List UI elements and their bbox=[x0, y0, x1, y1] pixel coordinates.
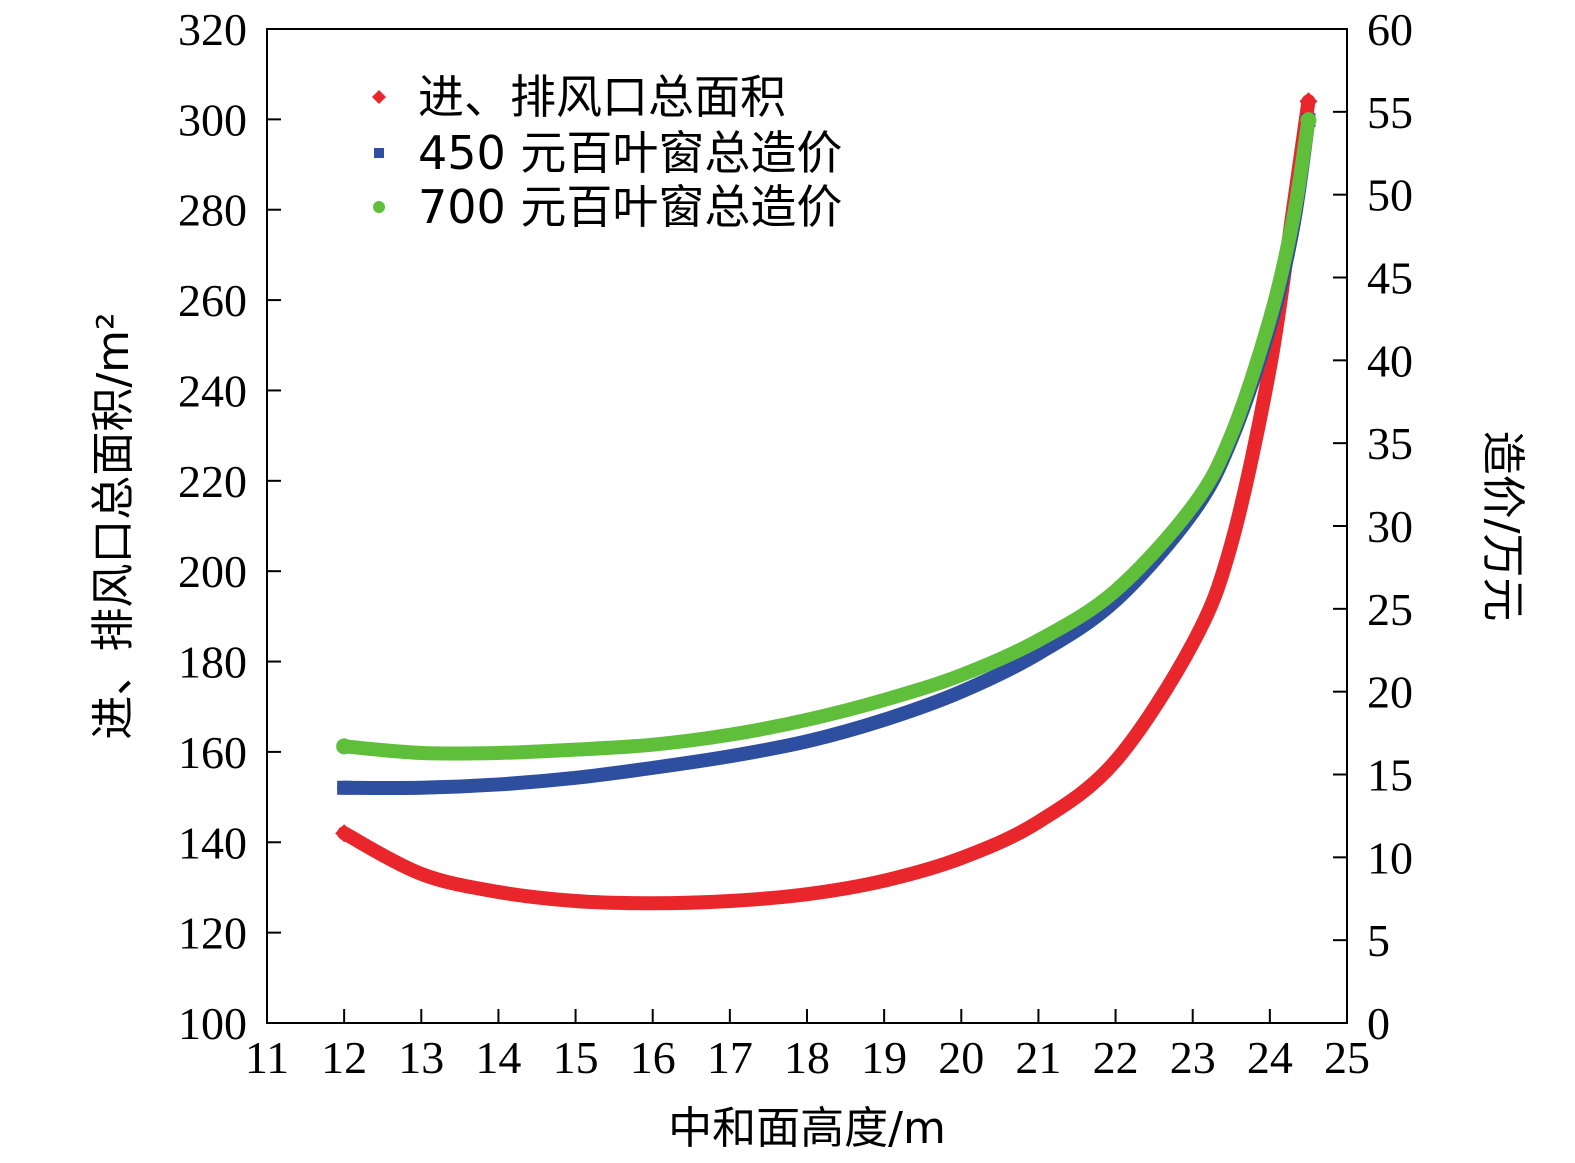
legend-marker-2 bbox=[374, 148, 384, 158]
y-right-tick-label: 60 bbox=[1367, 4, 1413, 55]
y-left-tick-label: 100 bbox=[178, 998, 247, 1049]
legend-label-3: 700 元百叶窗总造价 bbox=[418, 180, 842, 234]
y-left-axis-title: 进、排风口总面积/m² bbox=[88, 312, 139, 739]
series-3-endpoint bbox=[1300, 112, 1317, 129]
y-right-axis-title: 造价/万元 bbox=[1477, 431, 1528, 622]
series-line-3 bbox=[337, 113, 1316, 761]
series-layer bbox=[335, 92, 1318, 911]
legend-label-2: 450 元百叶窗总造价 bbox=[418, 126, 842, 180]
x-tick-label: 14 bbox=[475, 1032, 521, 1083]
x-tick-label: 19 bbox=[861, 1032, 907, 1083]
x-tick-label: 15 bbox=[553, 1032, 599, 1083]
y-left-tick-label: 120 bbox=[178, 908, 247, 959]
y-left-tick-label: 300 bbox=[178, 94, 247, 145]
x-tick-label: 23 bbox=[1170, 1032, 1216, 1083]
y-right-tick-label: 45 bbox=[1367, 253, 1413, 304]
y-right-tick-label: 30 bbox=[1367, 501, 1413, 552]
x-tick-label: 24 bbox=[1247, 1032, 1293, 1083]
y-left-tick-label: 140 bbox=[178, 817, 247, 868]
y-left-tick-label: 240 bbox=[178, 365, 247, 416]
x-tick-label: 12 bbox=[321, 1032, 367, 1083]
series-line-1 bbox=[337, 94, 1316, 911]
x-tick-label: 11 bbox=[245, 1032, 289, 1083]
series-1-endpoint bbox=[335, 824, 354, 843]
y-right-tick-label: 40 bbox=[1367, 335, 1413, 386]
y-right-tick-label: 35 bbox=[1367, 418, 1413, 469]
y-right-tick-label: 50 bbox=[1367, 170, 1413, 221]
x-tick-label: 17 bbox=[707, 1032, 753, 1083]
y-left-tick-label: 320 bbox=[178, 4, 247, 55]
legend-marker-3 bbox=[373, 201, 385, 213]
x-tick-label: 16 bbox=[630, 1032, 676, 1083]
y-left-tick-label: 260 bbox=[178, 275, 247, 326]
y-left-tick-label: 280 bbox=[178, 185, 247, 236]
y-right-tick-label: 25 bbox=[1367, 584, 1413, 635]
y-right-tick-label: 55 bbox=[1367, 87, 1413, 138]
y-right-tick-label: 10 bbox=[1367, 832, 1413, 883]
x-axis-title: 中和面高度/m bbox=[668, 1103, 946, 1154]
x-tick-label: 21 bbox=[1015, 1032, 1061, 1083]
x-axis-ticks: 11 12 13 14 15 16 17 18 19 20 21 22 23 24 25 bbox=[245, 1009, 1370, 1083]
x-tick-label: 25 bbox=[1324, 1032, 1370, 1083]
y-left-axis-ticks: 100 120 140 160 180 200 220 240 260 280 300 320 bbox=[178, 4, 281, 1049]
y-left-tick-label: 160 bbox=[178, 727, 247, 778]
x-tick-label: 20 bbox=[938, 1032, 984, 1083]
series-3-endpoint bbox=[336, 738, 353, 755]
y-right-tick-label: 0 bbox=[1367, 998, 1390, 1049]
y-right-tick-label: 5 bbox=[1367, 915, 1390, 966]
series-2-endpoint bbox=[337, 780, 352, 795]
x-tick-label: 13 bbox=[398, 1032, 444, 1083]
y-right-axis-ticks: 0 5 10 15 20 25 30 35 40 45 50 55 60 bbox=[1333, 4, 1413, 1049]
y-right-tick-label: 15 bbox=[1367, 750, 1413, 801]
series-1-endpoint bbox=[1299, 92, 1318, 111]
legend-marker-1 bbox=[372, 90, 386, 104]
y-right-tick-label: 20 bbox=[1367, 667, 1413, 718]
y-left-tick-label: 180 bbox=[178, 637, 247, 688]
legend-label-1: 进、排风口总面积 bbox=[418, 70, 786, 124]
x-tick-label: 22 bbox=[1093, 1032, 1139, 1083]
y-left-tick-label: 200 bbox=[178, 546, 247, 597]
y-left-tick-label: 220 bbox=[178, 456, 247, 507]
x-tick-label: 18 bbox=[784, 1032, 830, 1083]
